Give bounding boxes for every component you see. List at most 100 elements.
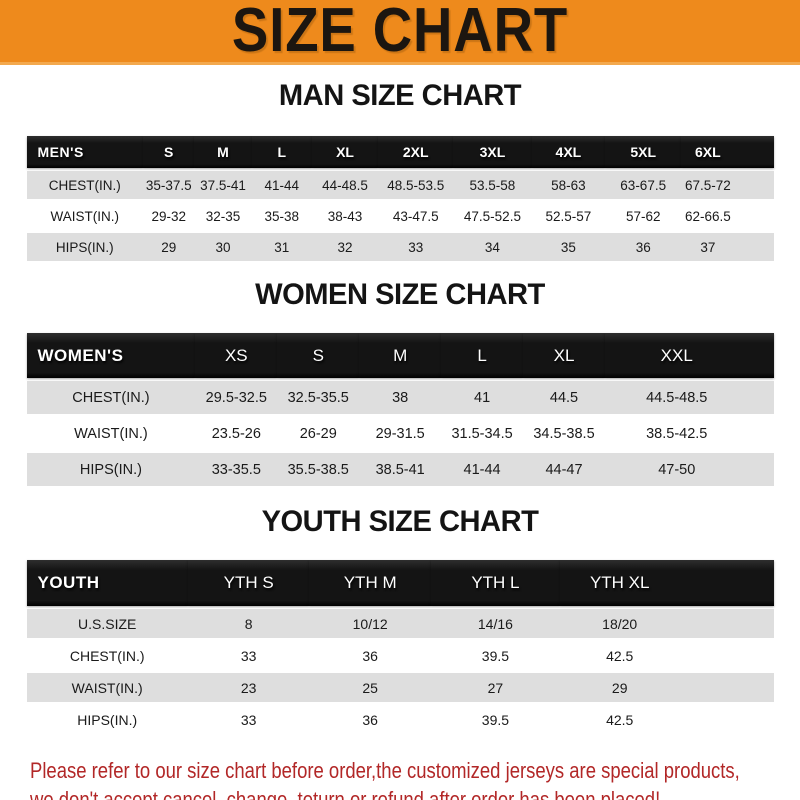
men-table-head: MEN'S S M L XL 2XL 3XL 4XL 5XL 6XL <box>26 136 774 168</box>
women-table-body: CHEST(IN.) 29.5-32.5 32.5-35.5 38 41 44.5 44.5… <box>26 381 774 486</box>
size-value-cell: 33 <box>187 641 310 670</box>
size-value-cell: 35.5-38.5 <box>277 453 360 486</box>
size-sections: MAN SIZE CHART MEN'S S M L XL 2XL 3XL 4XL 5XL 6XL C… <box>0 65 800 737</box>
size-value-cell: 23 <box>187 673 310 702</box>
size-value-cell: 44-47 <box>523 453 605 486</box>
size-value-cell: 29 <box>559 673 774 702</box>
men-size-table: MEN'S S M L XL 2XL 3XL 4XL 5XL 6XL CHEST(IN.) 35-37… <box>26 133 774 264</box>
size-value-cell: 47.5-52.5 <box>453 202 532 230</box>
size-column-header: XL <box>523 333 605 378</box>
youth-table-body: U.S.SIZE 8 10/12 14/16 18/20 CHEST(IN.) 33 36 39… <box>26 609 774 734</box>
size-value-cell: 23.5-26 <box>195 417 278 450</box>
measurement-row: HIPS(IN.) 33-35.5 35.5-38.5 38.5-41 41-44 44-… <box>26 453 774 486</box>
women-table-title: WOMEN'S <box>26 333 196 378</box>
size-value-cell: 62-66.5 <box>681 202 774 230</box>
size-value-cell: 30 <box>194 233 252 261</box>
measurement-row: CHEST(IN.) 29.5-32.5 32.5-35.5 38 41 44.5 44.5… <box>26 381 774 414</box>
size-value-cell: 32 <box>311 233 379 261</box>
measurement-row: WAIST(IN.) 23 25 27 29 <box>26 673 774 702</box>
size-value-cell: 36 <box>605 233 682 261</box>
youth-size-table: YOUTH YTH S YTH M YTH L YTH XL U.S.SIZE 8 10/12… <box>26 557 774 737</box>
size-value-cell: 14/16 <box>430 609 560 638</box>
size-value-cell: 36 <box>309 641 431 670</box>
men-table-title: MEN'S <box>26 136 144 168</box>
size-column-header: 3XL <box>453 136 532 168</box>
size-value-cell: 37.5-41 <box>194 171 252 199</box>
footer-notice: Please refer to our size chart before or… <box>30 756 800 800</box>
size-value-cell: 41 <box>441 381 524 414</box>
size-value-cell: 67.5-72 <box>681 171 774 199</box>
row-label: WAIST(IN.) <box>26 202 144 230</box>
measurement-row: CHEST(IN.) 35-37.5 37.5-41 41-44 44-48.5 48.5… <box>26 171 774 199</box>
size-value-cell: 58-63 <box>531 171 606 199</box>
size-value-cell: 41-44 <box>251 171 312 199</box>
women-header-row: WOMEN'S XS S M L XL XXL <box>26 333 774 378</box>
row-label: CHEST(IN.) <box>26 171 144 199</box>
men-section-heading: MAN SIZE CHART <box>278 79 522 112</box>
size-value-cell: 38 <box>359 381 442 414</box>
measurement-row: HIPS(IN.) 29 30 31 32 33 34 35 36 37 <box>26 233 774 261</box>
size-value-cell: 32.5-35.5 <box>277 381 360 414</box>
size-value-cell: 37 <box>681 233 774 261</box>
men-table-body: CHEST(IN.) 35-37.5 37.5-41 41-44 44-48.5 48.5… <box>26 171 774 261</box>
measurement-row: CHEST(IN.) 33 36 39.5 42.5 <box>26 641 774 670</box>
size-value-cell: 36 <box>309 705 431 734</box>
row-label: HIPS(IN.) <box>26 233 144 261</box>
size-column-header: YTH L <box>430 560 560 606</box>
size-value-cell: 29-32 <box>143 202 195 230</box>
size-value-cell: 18/20 <box>559 609 774 638</box>
size-column-header: YTH M <box>309 560 431 606</box>
men-header-row: MEN'S S M L XL 2XL 3XL 4XL 5XL 6XL <box>26 136 774 168</box>
youth-table-title: YOUTH <box>26 560 188 606</box>
women-section-heading: WOMEN SIZE CHART <box>255 278 545 311</box>
notice-line-1: Please refer to our size chart before or… <box>30 758 740 783</box>
row-label: WAIST(IN.) <box>26 417 196 450</box>
row-label: U.S.SIZE <box>26 609 188 638</box>
size-value-cell: 57-62 <box>605 202 682 230</box>
row-label: CHEST(IN.) <box>26 381 196 414</box>
section-women: WOMEN SIZE CHART WOMEN'S XS S M L XL XXL CHEST(I… <box>0 280 800 489</box>
size-value-cell: 47-50 <box>604 453 774 486</box>
size-column-header: M <box>359 333 442 378</box>
size-value-cell: 35 <box>531 233 606 261</box>
size-value-cell: 25 <box>309 673 431 702</box>
size-column-header: YTH S <box>187 560 310 606</box>
size-value-cell: 52.5-57 <box>531 202 606 230</box>
size-value-cell: 31 <box>251 233 312 261</box>
size-column-header: XL <box>311 136 379 168</box>
banner: SIZE CHART <box>0 0 800 65</box>
size-value-cell: 10/12 <box>309 609 431 638</box>
size-value-cell: 33 <box>187 705 310 734</box>
size-value-cell: 32-35 <box>194 202 252 230</box>
size-value-cell: 33 <box>378 233 454 261</box>
size-column-header: S <box>143 136 195 168</box>
measurement-row: HIPS(IN.) 33 36 39.5 42.5 <box>26 705 774 734</box>
size-column-header: XXL <box>604 333 774 378</box>
row-label: WAIST(IN.) <box>26 673 188 702</box>
size-value-cell: 48.5-53.5 <box>378 171 454 199</box>
size-column-header: 6XL <box>681 136 774 168</box>
size-value-cell: 53.5-58 <box>453 171 532 199</box>
size-value-cell: 39.5 <box>430 641 560 670</box>
measurement-row: WAIST(IN.) 29-32 32-35 35-38 38-43 43-47.5 47.… <box>26 202 774 230</box>
row-label: HIPS(IN.) <box>26 453 196 486</box>
size-value-cell: 44.5 <box>523 381 605 414</box>
size-value-cell: 39.5 <box>430 705 560 734</box>
youth-section-heading: YOUTH SIZE CHART <box>261 505 539 538</box>
youth-header-row: YOUTH YTH S YTH M YTH L YTH XL <box>26 560 774 606</box>
measurement-row: U.S.SIZE 8 10/12 14/16 18/20 <box>26 609 774 638</box>
size-column-header: L <box>251 136 312 168</box>
size-value-cell: 44-48.5 <box>311 171 379 199</box>
section-men: MAN SIZE CHART MEN'S S M L XL 2XL 3XL 4XL 5XL 6XL C… <box>0 81 800 264</box>
size-value-cell: 42.5 <box>559 641 774 670</box>
size-value-cell: 31.5-34.5 <box>441 417 524 450</box>
youth-table-head: YOUTH YTH S YTH M YTH L YTH XL <box>26 560 774 606</box>
size-value-cell: 41-44 <box>441 453 524 486</box>
size-value-cell: 38-43 <box>311 202 379 230</box>
size-column-header: 5XL <box>605 136 682 168</box>
size-column-header: L <box>441 333 524 378</box>
size-value-cell: 44.5-48.5 <box>604 381 774 414</box>
size-value-cell: 34 <box>453 233 532 261</box>
size-value-cell: 29.5-32.5 <box>195 381 278 414</box>
